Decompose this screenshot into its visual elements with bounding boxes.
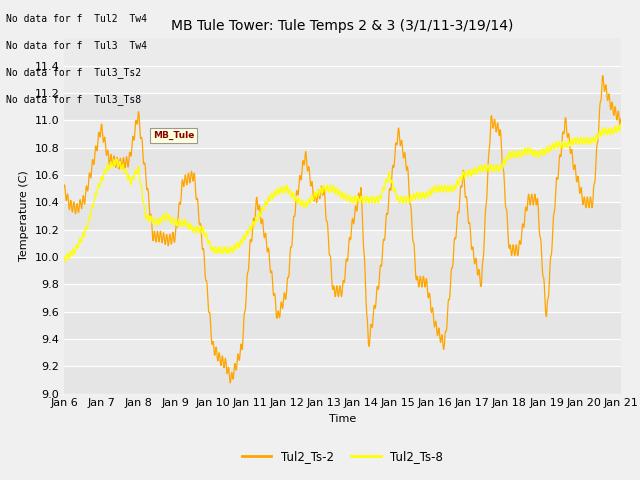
Tul2_Ts-8 <box>601 129 609 135</box>
Tul2_Ts-2 <box>617 116 625 121</box>
Text: No data for f  Tul3_Ts8: No data for f Tul3_Ts8 <box>6 94 141 105</box>
Tul2_Ts-8 <box>316 188 324 193</box>
Tul2_Ts-8 <box>331 191 339 196</box>
Tul2_Ts-2 <box>316 193 324 199</box>
Text: No data for f  Tul3_Ts2: No data for f Tul3_Ts2 <box>6 67 141 78</box>
Tul2_Ts-2 <box>60 184 68 190</box>
Bar <box>64 366 621 394</box>
Line: Tul2_Ts-2: Tul2_Ts-2 <box>64 75 621 383</box>
Text: No data for f  Tul3  Tw4: No data for f Tul3 Tw4 <box>6 41 147 51</box>
Tul2_Ts-8 <box>62 259 70 264</box>
Bar <box>64 339 621 366</box>
Legend: Tul2_Ts-2, Tul2_Ts-8: Tul2_Ts-2, Tul2_Ts-8 <box>237 445 448 468</box>
Bar <box>64 120 621 148</box>
Text: No data for f  Tul2  Tw4: No data for f Tul2 Tw4 <box>6 14 147 24</box>
Bar <box>64 66 621 93</box>
Tul2_Ts-8 <box>89 203 97 208</box>
Tul2_Ts-2 <box>331 293 339 299</box>
Tul2_Ts-2 <box>227 380 234 386</box>
Line: Tul2_Ts-8: Tul2_Ts-8 <box>64 124 621 262</box>
Bar <box>64 257 621 284</box>
Bar <box>64 203 621 229</box>
Bar <box>64 312 621 339</box>
Tul2_Ts-2 <box>601 87 609 93</box>
Tul2_Ts-2 <box>599 72 607 78</box>
Bar <box>64 93 621 120</box>
Tul2_Ts-8 <box>60 253 68 259</box>
Title: MB Tule Tower: Tule Temps 2 & 3 (3/1/11-3/19/14): MB Tule Tower: Tule Temps 2 & 3 (3/1/11-… <box>172 19 513 33</box>
Text: MB_Tule: MB_Tule <box>153 131 195 140</box>
Tul2_Ts-8 <box>499 161 506 167</box>
Bar <box>64 175 621 203</box>
Bar <box>64 148 621 175</box>
Tul2_Ts-8 <box>601 127 609 133</box>
X-axis label: Time: Time <box>329 414 356 424</box>
Tul2_Ts-2 <box>602 85 609 91</box>
Tul2_Ts-2 <box>499 165 506 171</box>
Y-axis label: Temperature (C): Temperature (C) <box>19 170 29 262</box>
Bar <box>64 284 621 312</box>
Bar <box>64 229 621 257</box>
Tul2_Ts-2 <box>88 157 96 163</box>
Tul2_Ts-8 <box>617 121 625 127</box>
